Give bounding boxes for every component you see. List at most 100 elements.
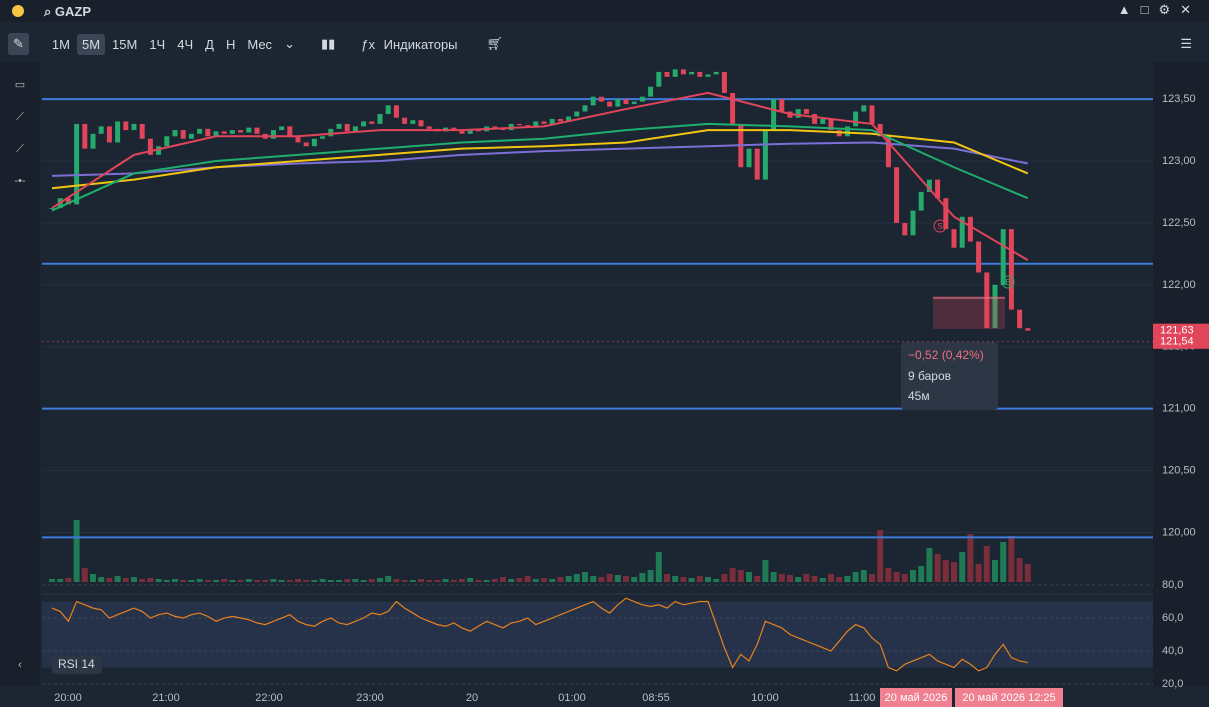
candle <box>164 136 170 147</box>
indicators-button[interactable]: ƒx Индикаторы <box>356 34 469 55</box>
timeframe-button[interactable]: Мес <box>247 36 273 52</box>
volume-bar <box>614 575 621 582</box>
volume-bar <box>516 578 523 582</box>
volume-bar <box>524 576 531 582</box>
candle <box>311 138 317 147</box>
candle <box>254 127 260 134</box>
volume-bar <box>147 578 154 582</box>
volume-bar <box>918 566 925 582</box>
candle <box>451 127 457 131</box>
candle <box>680 69 686 75</box>
candle <box>910 210 916 236</box>
volume-bar <box>696 576 703 582</box>
y-tick-label: 120,00 <box>1162 526 1196 538</box>
settings-button[interactable]: ☰ <box>1180 36 1192 51</box>
volume-bar <box>811 576 818 582</box>
volume-bar <box>163 580 170 582</box>
symbol: GAZP <box>54 4 92 19</box>
volume-bar <box>409 580 416 582</box>
volume-bar <box>737 570 744 582</box>
volume-bar <box>754 576 761 582</box>
candle <box>549 118 555 124</box>
volume-bar <box>172 579 178 582</box>
candle <box>656 71 662 87</box>
volume-bar <box>828 574 834 582</box>
volume-bar <box>459 579 465 582</box>
candle <box>320 136 326 139</box>
candle <box>516 123 522 126</box>
timeframe-button[interactable]: Н <box>225 36 236 52</box>
volume-bar <box>549 579 556 582</box>
volume-bar <box>262 580 269 582</box>
candle <box>123 121 129 131</box>
candle <box>484 126 490 132</box>
volume-bar <box>623 576 629 582</box>
timeframe-button[interactable]: 4Ч <box>177 36 194 52</box>
volume-bar <box>418 579 424 582</box>
volume-bar <box>983 546 990 582</box>
x-tick-label: 10:00 <box>751 692 779 704</box>
volume-bar <box>713 579 720 582</box>
volume-bar <box>877 530 884 582</box>
candle <box>533 121 539 128</box>
volume-bar <box>893 572 900 582</box>
window-controls[interactable]: ▲□⚙✕ <box>1117 2 1201 17</box>
volume-bar <box>1000 542 1007 582</box>
symbol-search[interactable]: ⌕ GAZP <box>44 4 92 19</box>
candle <box>352 126 358 132</box>
sidebar-tool: ▭ <box>15 79 25 91</box>
candle <box>935 179 941 199</box>
volume-bar <box>959 552 966 582</box>
timeframe-button[interactable]: Д <box>205 36 214 52</box>
volume-bar <box>787 575 793 582</box>
volume-bar <box>114 576 121 582</box>
volume-bar <box>245 579 252 582</box>
volume-bar <box>180 580 187 582</box>
status-dot <box>12 5 24 17</box>
volume-bar <box>901 574 908 582</box>
volume-bar <box>729 568 736 582</box>
volume-bar <box>467 578 474 582</box>
volume-bar <box>270 579 277 582</box>
candle <box>221 131 227 134</box>
volume-bar <box>286 580 293 582</box>
chart-type[interactable]: ▮▮ <box>320 36 336 51</box>
candle <box>426 126 432 129</box>
volume-bar <box>762 560 769 582</box>
volume-bar <box>852 572 859 582</box>
candle <box>328 128 334 137</box>
rsi-tick-label: 80,0 <box>1162 579 1183 591</box>
candle <box>1017 309 1023 329</box>
candle <box>820 118 826 124</box>
x-tick-label: 22:00 <box>255 692 283 704</box>
timeframe-button[interactable]: 15M <box>112 36 138 52</box>
top-bar: ⌕ GAZP ▲□⚙✕ <box>0 0 1209 22</box>
candle <box>615 99 621 107</box>
candle <box>525 125 531 128</box>
crosshair-date-label: 20 май 2026 <box>885 692 948 704</box>
timeframe-menu[interactable]: ⌄ <box>284 36 295 51</box>
volume-bar <box>951 562 957 582</box>
volume-bar <box>1024 564 1031 582</box>
candle <box>779 99 785 112</box>
volume-bar <box>327 580 334 582</box>
timeframe-button[interactable]: 5M <box>76 33 106 55</box>
candle <box>459 130 465 134</box>
candle <box>541 121 547 124</box>
draw-tool[interactable]: ✎ <box>8 33 29 55</box>
candle <box>721 71 727 93</box>
volume-bar <box>204 580 211 582</box>
timeframe-button[interactable]: 1Ч <box>149 36 166 52</box>
timeframe-button[interactable]: 1M <box>51 36 70 52</box>
volume-bar <box>639 573 646 582</box>
price-axis <box>1153 62 1209 687</box>
candle <box>623 99 629 105</box>
cart-button[interactable]: 🛒︎ <box>486 36 504 51</box>
x-tick-label: 20 <box>466 692 478 704</box>
candle <box>295 136 301 143</box>
volume-bar <box>1016 558 1023 582</box>
trade-marker <box>933 219 947 233</box>
volume-bar <box>885 568 892 582</box>
